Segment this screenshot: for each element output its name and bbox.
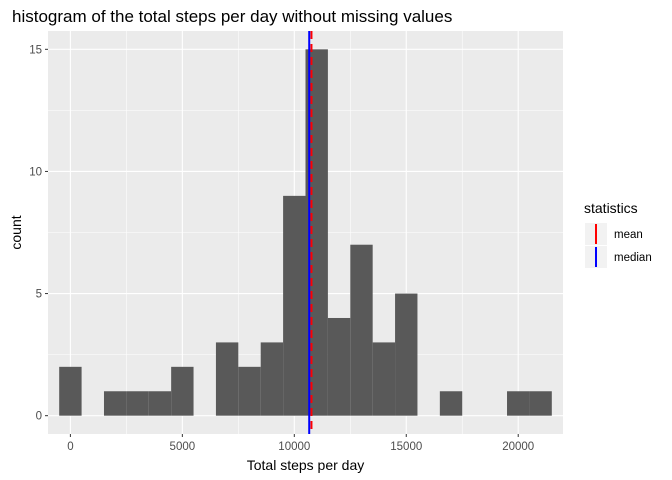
histogram-bar bbox=[327, 317, 351, 416]
x-tick-label: 15000 bbox=[390, 441, 422, 453]
reference-lines bbox=[308, 31, 313, 434]
y-axis-title: count bbox=[8, 215, 24, 249]
histogram-bar bbox=[103, 391, 127, 416]
histogram-bar bbox=[59, 366, 82, 416]
histogram-bar bbox=[372, 342, 396, 416]
x-axis-title: Total steps per day bbox=[247, 457, 365, 473]
histogram-bar bbox=[238, 366, 261, 416]
y-tick-label: 10 bbox=[29, 166, 42, 178]
histogram-bar bbox=[350, 244, 373, 416]
histogram-bar bbox=[283, 195, 306, 416]
y-axis: 0 5 10 15 bbox=[29, 44, 48, 423]
histogram-bar bbox=[395, 293, 418, 416]
y-tick-label: 15 bbox=[29, 44, 42, 56]
histogram-bar bbox=[529, 391, 552, 416]
chart-title: histogram of the total steps per day wit… bbox=[12, 7, 452, 26]
histogram-bars bbox=[59, 49, 552, 416]
histogram-bar bbox=[507, 391, 530, 416]
histogram-bar bbox=[215, 342, 239, 416]
histogram-bar bbox=[439, 391, 463, 416]
histogram-bar bbox=[171, 366, 194, 416]
legend-title: statistics bbox=[584, 200, 638, 216]
legend-label-median: median bbox=[614, 252, 652, 264]
x-tick-label: 5000 bbox=[170, 441, 196, 453]
y-tick-label: 5 bbox=[36, 289, 42, 301]
x-tick-label: 10000 bbox=[278, 441, 310, 453]
histogram-bar bbox=[126, 391, 149, 416]
x-tick-label: 20000 bbox=[502, 441, 534, 453]
x-axis: 0 5000 10000 15000 20000 bbox=[67, 434, 534, 453]
histogram-bar bbox=[260, 342, 284, 416]
legend: statistics mean median bbox=[584, 200, 652, 268]
y-tick-label: 0 bbox=[36, 411, 42, 423]
histogram-bar bbox=[148, 391, 172, 416]
x-tick-label: 0 bbox=[67, 441, 73, 453]
legend-label-mean: mean bbox=[614, 229, 643, 241]
